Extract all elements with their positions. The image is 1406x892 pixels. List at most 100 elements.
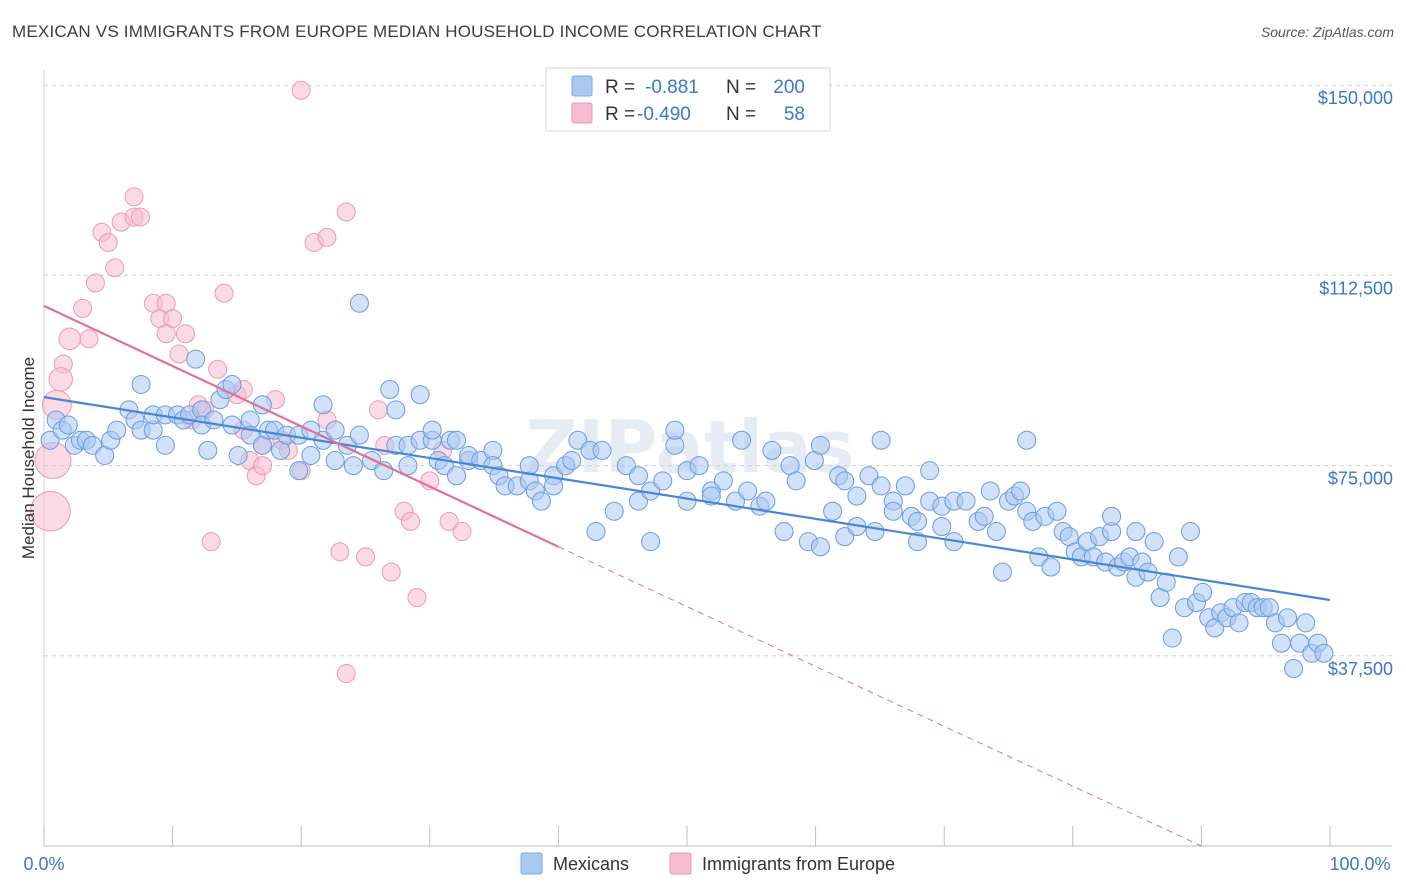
bottom-legend-europe: Immigrants from Europe (702, 854, 895, 874)
point-mexicans-116 (823, 501, 843, 521)
bottom-legend-swatch-europe (669, 852, 692, 875)
point-mexicans-51 (349, 293, 369, 313)
point-mexicans-14 (131, 374, 151, 394)
point-mexicans-57 (398, 456, 418, 476)
point-mexicans-153 (1047, 501, 1067, 521)
point-mexicans-86 (586, 522, 606, 542)
gridlines (44, 84, 1392, 657)
bottom-legend-mexicans: Mexicans (553, 854, 629, 874)
legend-n-value-2: 58 (784, 104, 805, 125)
point-mexicans-192 (1271, 633, 1291, 653)
point-europe-20 (175, 324, 195, 344)
point-mexicans-199 (1314, 643, 1334, 663)
point-mexicans-22 (186, 349, 206, 369)
trend-lines (43, 304, 1331, 847)
point-mexicans-46 (325, 420, 345, 440)
point-europe-54 (439, 511, 459, 531)
point-europe-26 (214, 283, 234, 303)
point-europe-46 (368, 400, 388, 420)
y-tick-label-2: $112,500 (1319, 278, 1393, 298)
point-europe-24 (201, 532, 221, 552)
point-mexicans-102 (713, 471, 733, 491)
point-mexicans-104 (732, 430, 752, 450)
point-mexicans-67 (446, 430, 466, 450)
point-mexicans-141 (980, 481, 1000, 501)
point-mexicans-177 (1180, 522, 1200, 542)
point-mexicans-131 (908, 511, 928, 531)
x-tick-label-min: 0.0% (23, 854, 64, 874)
point-europe-48 (381, 562, 401, 582)
point-mexicans-108 (762, 440, 782, 460)
point-europe-37 (291, 80, 311, 100)
point-europe-55 (452, 522, 472, 542)
point-mexicans-118 (835, 471, 855, 491)
point-mexicans-132 (920, 461, 940, 481)
y-axis-label: Median Household Income (19, 357, 38, 559)
point-mexicans-3 (58, 415, 78, 435)
legend-r-label-1: R = (605, 77, 635, 98)
point-mexicans-196 (1296, 613, 1316, 633)
point-mexicans-83 (562, 451, 582, 471)
point-mexicans-128 (895, 476, 915, 496)
point-mexicans-194 (1284, 658, 1304, 678)
point-mexicans-123 (865, 522, 885, 542)
point-europe-43 (336, 664, 356, 684)
point-mexicans-111 (786, 471, 806, 491)
trend-europe (43, 304, 559, 548)
point-europe-40 (317, 227, 337, 247)
legend-n-label-2: N = (726, 104, 756, 125)
point-mexicans-96 (665, 420, 685, 440)
point-mexicans-87 (592, 440, 612, 460)
point-europe-14 (130, 207, 150, 227)
point-mexicans-54 (380, 380, 400, 400)
legend-r-label-2: R = (605, 104, 635, 125)
point-mexicans-175 (1168, 547, 1188, 567)
point-mexicans-140 (974, 506, 994, 526)
point-europe-9 (98, 232, 118, 252)
point-mexicans-62 (422, 420, 442, 440)
point-mexicans-79 (531, 491, 551, 511)
source-label: Source: ZipAtlas.com (1260, 24, 1394, 40)
point-mexicans-115 (810, 537, 830, 557)
x-tick-label-max: 100.0% (1329, 854, 1390, 874)
point-europe-44 (336, 202, 356, 222)
point-mexicans-101 (701, 486, 721, 506)
point-mexicans-93 (641, 532, 661, 552)
legend-box: R = -0.881 N = 200 R = -0.490 N = 58 (545, 67, 831, 132)
point-europe-10 (105, 258, 125, 278)
point-europe-51 (407, 587, 427, 607)
point-mexicans-185 (1229, 613, 1249, 633)
bottom-legend: Mexicans Immigrants from Europe (520, 852, 895, 875)
point-europe-57 (48, 367, 73, 392)
point-mexicans-174 (1162, 628, 1182, 648)
bottom-legend-swatch-mexicans (520, 852, 543, 875)
point-mexicans-25 (198, 440, 218, 460)
point-europe-0 (30, 490, 71, 532)
series-mexicans (40, 293, 1334, 678)
point-mexicans-105 (738, 481, 758, 501)
point-mexicans-90 (628, 466, 648, 486)
point-mexicans-88 (604, 501, 624, 521)
point-mexicans-121 (847, 486, 867, 506)
series-immigrants-europe (30, 80, 472, 684)
point-mexicans-50 (349, 425, 369, 445)
legend-r-value-1: -0.881 (645, 77, 699, 98)
point-europe-6 (79, 329, 99, 349)
point-mexicans-17 (155, 435, 175, 455)
point-europe-32 (253, 456, 273, 476)
point-mexicans-171 (1144, 532, 1164, 552)
point-europe-25 (208, 359, 228, 379)
point-mexicans-147 (1017, 430, 1037, 450)
trend-europe-extension (558, 546, 1202, 847)
point-mexicans-98 (677, 491, 697, 511)
point-mexicans-49 (343, 456, 363, 476)
legend-r-value-2: -0.490 (637, 104, 691, 125)
legend-n-label-1: N = (726, 77, 756, 98)
point-mexicans-41 (289, 461, 309, 481)
point-europe-42 (330, 542, 350, 562)
point-mexicans-60 (410, 385, 430, 405)
point-mexicans-143 (992, 562, 1012, 582)
point-europe-50 (401, 511, 421, 531)
x-ticks (43, 826, 1331, 846)
point-europe-19 (169, 344, 189, 364)
